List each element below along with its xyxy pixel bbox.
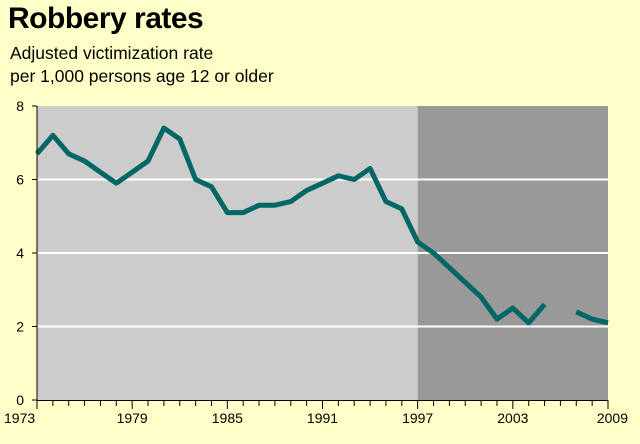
y-tick-label-6: 6 [16,172,24,188]
x-tick-label-1985: 1985 [212,410,243,426]
gridlines [37,178,608,328]
chart-subtitle-line-2: per 1,000 persons age 12 or older [10,66,274,86]
x-tick-label-2009: 2009 [597,410,628,426]
x-tick-labels: 1973 1979 1985 1991 1997 2003 2009 [4,410,628,426]
series-line-segment-0 [35,125,547,326]
y-tick-label-4: 4 [16,245,24,261]
y-tick-label-0: 0 [16,392,24,408]
x-tick-label-1997: 1997 [402,410,433,426]
series-line-segment-1 [575,309,609,326]
chart-subtitle-line-1: Adjusted victimization rate [10,43,214,63]
x-tick-label-2003: 2003 [497,410,528,426]
chart-title: Robbery rates [8,2,204,35]
x-tick-label-1973: 1973 [4,410,35,426]
y-tick-labels: 0 2 4 6 8 [16,98,24,408]
data-series [35,125,609,326]
x-tick-label-1991: 1991 [307,410,338,426]
x-tick-label-1979: 1979 [117,410,148,426]
axes [32,105,609,409]
y-tick-label-8: 8 [16,98,24,114]
y-tick-label-2: 2 [16,319,24,335]
